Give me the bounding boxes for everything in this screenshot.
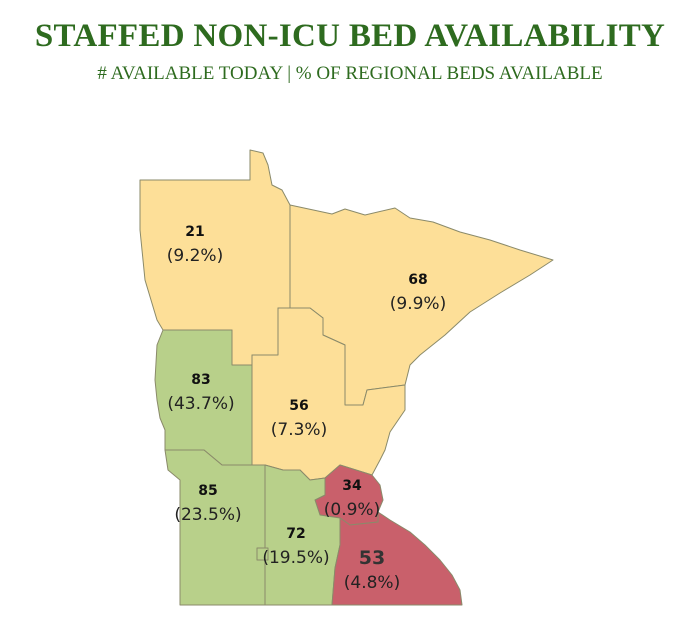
region-enclave: [256, 547, 269, 561]
percent-metro: (0.9%): [324, 500, 380, 520]
count-northwest: 21: [185, 224, 204, 240]
percent-northeast: (9.9%): [390, 294, 446, 314]
page-subtitle: # AVAILABLE TODAY | % OF REGIONAL BEDS A…: [97, 63, 603, 84]
count-metro: 34: [342, 478, 362, 494]
percent-south-central: (19.5%): [262, 548, 329, 568]
map-regions: [139, 149, 554, 606]
count-central: 56: [289, 398, 308, 414]
count-southeast: 53: [359, 547, 385, 569]
count-west-central: 83: [191, 372, 210, 388]
percent-west-central: (43.7%): [167, 394, 234, 414]
count-south-central: 72: [286, 526, 305, 542]
count-northeast: 68: [408, 272, 427, 288]
page-title: STAFFED NON-ICU BED AVAILABILITY: [34, 18, 666, 54]
percent-southwest: (23.5%): [174, 505, 241, 525]
percent-central: (7.3%): [271, 420, 327, 440]
region-southeast[interactable]: [331, 511, 463, 606]
region-southwest[interactable]: [164, 449, 266, 606]
percent-southeast: (4.8%): [344, 573, 400, 593]
percent-northwest: (9.2%): [167, 246, 223, 266]
region-labels: 21 (9.2%) 68 (9.9%) 83 (43.7%) 56 (7.3%)…: [167, 224, 446, 593]
count-southwest: 85: [198, 483, 217, 499]
